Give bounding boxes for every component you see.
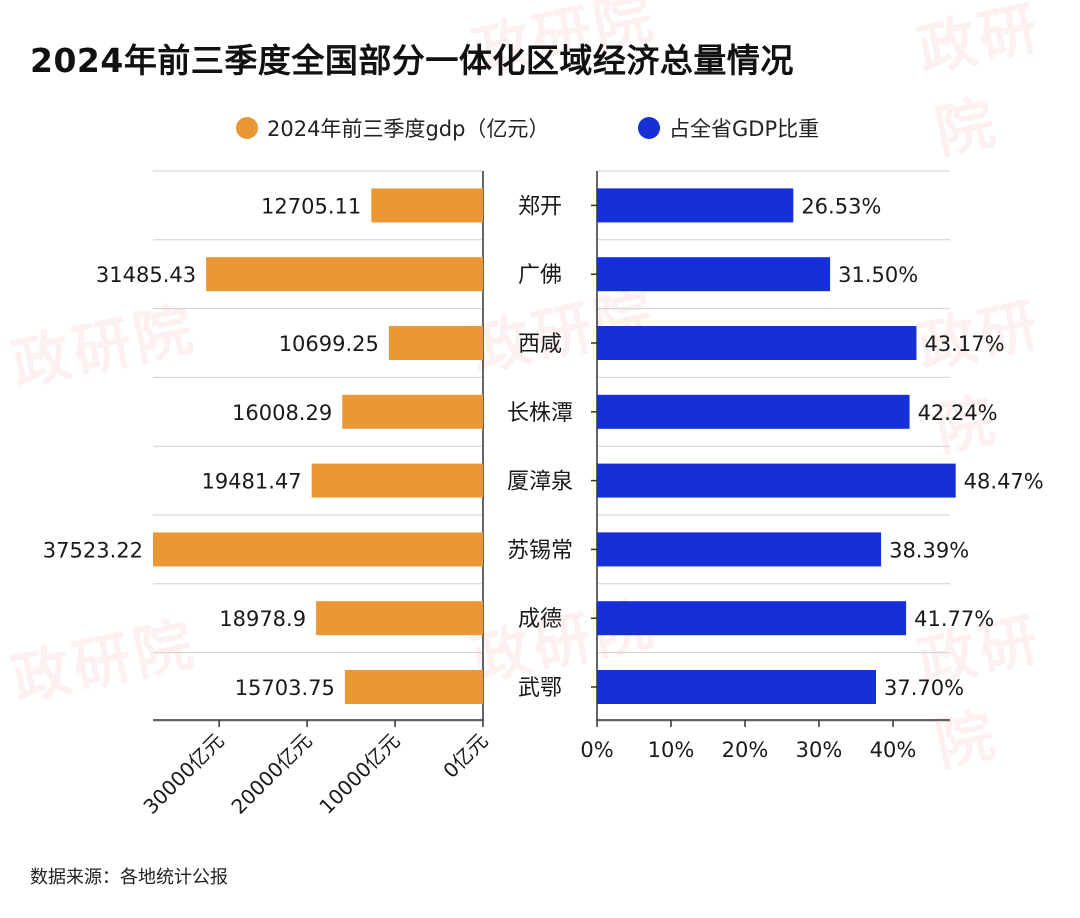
legend: 2024年前三季度gdp（亿元） 占全省GDP比重 [0,113,1080,143]
right-axis-tick-label: 20% [722,738,769,762]
bar-share-6 [597,601,907,636]
category-label-6: 成德 [518,607,562,632]
right-axis-tick-label: 0% [580,738,613,762]
bar-gdp-5 [153,532,483,567]
bar-gdp-7 [344,670,483,704]
legend-item-share: 占全省GDP比重 [638,113,819,143]
value-label-gdp-0: 12705.11 [261,194,361,218]
right-axis-tick-label: 30% [796,738,843,762]
bar-share-7 [597,670,876,704]
category-label-7: 武鄂 [518,676,562,701]
bar-share-4 [597,463,956,498]
right-axis-tick-label: 10% [648,738,695,762]
category-label-1: 广佛 [518,263,562,288]
value-label-gdp-2: 10699.25 [279,332,379,356]
legend-swatch-gdp [236,117,258,139]
category-label-0: 郑开 [518,194,562,219]
value-label-gdp-6: 18978.9 [219,607,306,631]
left-axis-tick-label: 30000亿元 [138,729,228,819]
bar-share-1 [597,257,831,292]
value-label-gdp-7: 15703.75 [235,676,335,700]
category-label-4: 厦漳泉 [507,470,573,495]
value-label-gdp-3: 16008.29 [232,401,332,425]
value-label-gdp-1: 31485.43 [96,263,196,287]
bar-gdp-4 [311,463,483,498]
value-label-share-0: 26.53% [801,194,881,218]
legend-label-gdp: 2024年前三季度gdp（亿元） [267,117,550,141]
bar-share-2 [597,326,917,360]
bar-share-0 [597,188,794,223]
category-label-3: 长株潭 [507,401,573,426]
value-label-share-7: 37.70% [884,676,964,700]
value-label-gdp-4: 19481.47 [201,470,301,494]
legend-swatch-share [638,117,660,139]
right-axis-tick-label: 40% [870,738,917,762]
category-label-2: 西咸 [518,332,562,357]
value-label-share-3: 42.24% [918,401,998,425]
bar-gdp-6 [316,601,483,636]
left-axis-tick-label: 10000亿元 [314,729,404,819]
value-label-share-1: 31.50% [838,263,918,287]
bar-gdp-2 [388,326,483,360]
bar-gdp-0 [371,188,483,223]
category-label-5: 苏锡常 [507,538,573,563]
bar-share-5 [597,532,882,567]
value-label-share-5: 38.39% [889,538,969,562]
value-label-gdp-5: 37523.22 [43,538,143,562]
left-axis-tick-label: 20000亿元 [226,729,316,819]
bar-gdp-1 [206,257,483,292]
value-label-share-6: 41.77% [914,607,994,631]
chart-title: 2024年前三季度全国部分一体化区域经济总量情况 [30,41,794,80]
legend-label-share: 占全省GDP比重 [669,117,820,141]
value-label-share-4: 48.47% [964,470,1044,494]
left-axis-tick-label: 0亿元 [438,729,492,783]
source-note: 数据来源：各地统计公报 [30,867,228,888]
bar-share-3 [597,394,910,429]
bar-gdp-3 [342,394,483,429]
legend-item-gdp: 2024年前三季度gdp（亿元） [236,113,549,143]
value-label-share-2: 43.17% [924,332,1004,356]
